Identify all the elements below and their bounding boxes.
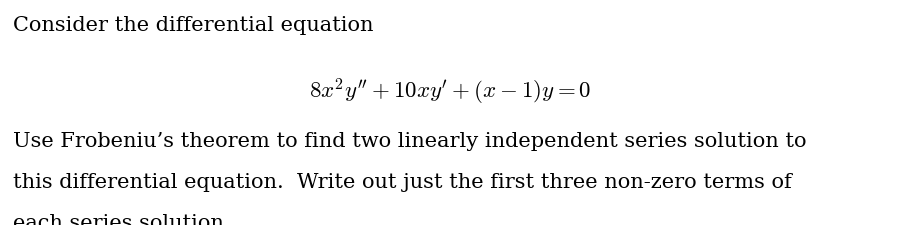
Text: this differential equation.  Write out just the first three non-zero terms of: this differential equation. Write out ju… <box>13 172 791 191</box>
Text: Use Frobeniu’s theorem to find two linearly independent series solution to: Use Frobeniu’s theorem to find two linea… <box>13 132 806 151</box>
Text: $8x^2y'' + 10xy' + (x - 1)y = 0$: $8x^2y'' + 10xy' + (x - 1)y = 0$ <box>309 76 591 107</box>
Text: Consider the differential equation: Consider the differential equation <box>13 16 374 35</box>
Text: each series solution.: each series solution. <box>13 213 230 225</box>
